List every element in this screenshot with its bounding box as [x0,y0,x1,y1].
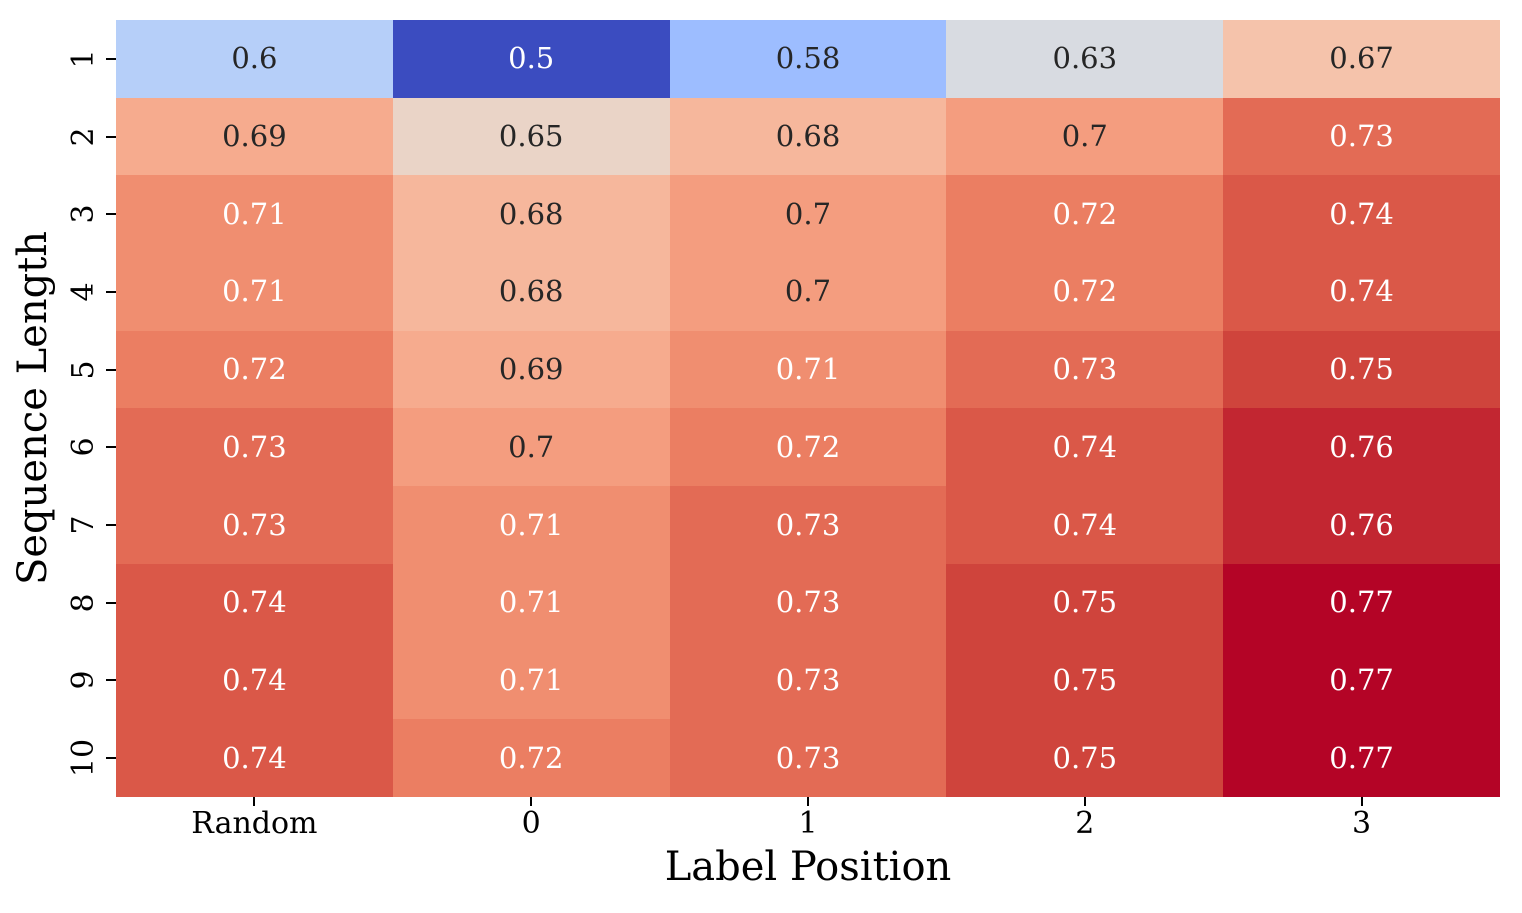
heatmap-cell: 0.71 [116,175,393,254]
heatmap-cell: 0.75 [946,719,1224,797]
heatmap-cell: 0.72 [946,253,1224,331]
heatmap-cell: 0.68 [392,253,670,331]
heatmap-cell: 0.74 [1223,253,1500,331]
x-tick-mark [530,797,533,806]
y-tick-label: 4 [66,282,101,302]
heatmap-cell: 0.65 [392,97,670,176]
y-tick-label: 9 [66,670,101,690]
heatmap-cell: 0.69 [116,97,393,176]
heatmap-cell: 0.73 [1223,97,1500,176]
heatmap-cell: 0.68 [392,175,670,254]
y-tick-label: 8 [66,593,101,613]
heatmap-cell: 0.6 [116,20,393,98]
heatmap-cell: 0.73 [669,563,947,642]
heatmap-cell: 0.73 [669,641,947,720]
heatmap-cell: 0.7 [946,97,1224,176]
heatmap-cell: 0.75 [946,641,1224,720]
y-tick-mark [106,679,116,682]
heatmap-cell: 0.72 [669,408,947,487]
x-axis-label: Label Position [664,844,952,890]
x-tick-label: 2 [1075,806,1095,841]
heatmap-cell: 0.77 [1223,641,1500,720]
heatmap-cell: 0.5 [392,20,670,98]
heatmap-cell: 0.74 [946,486,1224,564]
heatmap-cell: 0.73 [669,486,947,564]
y-tick-mark [106,368,116,371]
heatmap-cell: 0.74 [116,641,393,720]
y-tick-label: 6 [66,437,101,457]
y-tick-mark [106,57,116,60]
heatmap-cell: 0.77 [1223,563,1500,642]
x-tick-label: 1 [798,806,818,841]
y-tick-label: 3 [66,204,101,224]
heatmap-cell: 0.63 [946,20,1224,98]
y-tick-label: 7 [66,515,101,535]
heatmap-cell: 0.7 [669,253,947,331]
heatmap-cell: 0.74 [116,719,393,797]
y-tick-label: 5 [66,360,101,380]
heatmap-cell: 0.71 [392,563,670,642]
x-tick-mark [1360,797,1363,806]
y-tick-mark [106,213,116,216]
heatmap-cell: 0.71 [392,641,670,720]
heatmap-cell: 0.74 [1223,175,1500,254]
heatmap-cell: 0.74 [946,408,1224,487]
heatmap-cell: 0.77 [1223,719,1500,797]
x-tick-label: 3 [1352,806,1372,841]
heatmap-cell: 0.72 [946,175,1224,254]
heatmap-cell: 0.73 [669,719,947,797]
x-tick-label: Random [191,806,318,841]
y-tick-mark [106,135,116,138]
y-tick-mark [106,601,116,604]
heatmap-cell: 0.76 [1223,408,1500,487]
x-tick-mark [253,797,256,806]
heatmap-cell: 0.75 [1223,330,1500,409]
x-tick-mark [1083,797,1086,806]
heatmap-cell: 0.71 [669,330,947,409]
y-tick-label: 10 [66,739,101,778]
y-tick-label: 1 [66,49,101,69]
heatmap-cell: 0.72 [116,330,393,409]
y-tick-mark [106,290,116,293]
heatmap-cell: 0.7 [392,408,670,487]
heatmap-cell: 0.74 [116,563,393,642]
heatmap-plot-area: 0.6 0.5 0.58 0.63 0.67 0.69 0.65 0.68 0.7 0.73 0.7… [116,20,1500,797]
y-tick-label: 2 [66,127,101,147]
y-axis-label: Sequence Length [10,230,56,586]
heatmap-cell: 0.73 [116,408,393,487]
heatmap-cell: 0.7 [669,175,947,254]
x-tick-mark [807,797,809,806]
y-tick-mark [106,446,116,449]
heatmap-cell: 0.76 [1223,486,1500,564]
heatmap-cell: 0.67 [1223,20,1500,98]
y-tick-mark [106,757,116,760]
heatmap-cell: 0.68 [669,97,947,176]
heatmap-cell: 0.73 [946,330,1224,409]
heatmap-cell: 0.58 [669,20,947,98]
heatmap-cell: 0.71 [392,486,670,564]
heatmap-cell: 0.69 [392,330,670,409]
heatmap-cell: 0.72 [392,719,670,797]
y-tick-mark [106,524,116,527]
heatmap-cell: 0.73 [116,486,393,564]
heatmap-cell: 0.71 [116,253,393,331]
x-tick-label: 0 [521,806,541,841]
heatmap-cell: 0.75 [946,563,1224,642]
